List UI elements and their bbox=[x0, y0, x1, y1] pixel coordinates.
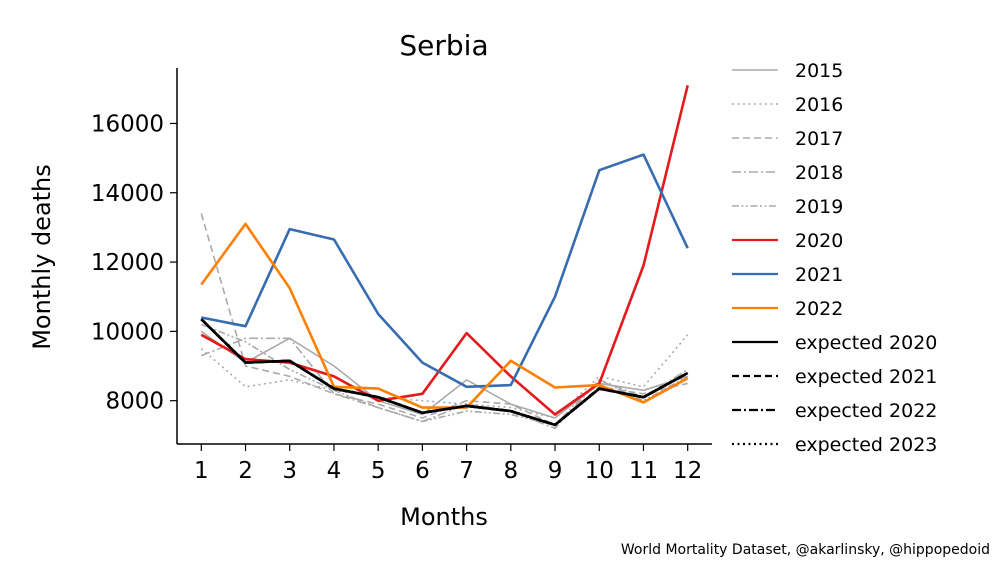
legend-label: expected 2022 bbox=[795, 400, 937, 422]
legend-label: 2021 bbox=[795, 264, 843, 286]
series-line-2021 bbox=[201, 153, 689, 389]
x-tick-label: 5 bbox=[371, 458, 386, 484]
y-tick-label: 16000 bbox=[91, 111, 164, 137]
series-line-2016 bbox=[200, 334, 689, 419]
series-line-expected-2022 bbox=[200, 318, 689, 427]
x-tick-label: 10 bbox=[585, 458, 614, 484]
x-tick-label: 4 bbox=[327, 458, 342, 484]
y-tick-label: 12000 bbox=[91, 250, 164, 276]
series-line-2020 bbox=[200, 84, 689, 416]
legend-label: 2016 bbox=[795, 94, 843, 116]
legend-label: expected 2021 bbox=[795, 366, 937, 388]
x-tick-label: 2 bbox=[238, 458, 253, 484]
legend-label: 2019 bbox=[795, 196, 843, 218]
x-tick-label: 8 bbox=[504, 458, 519, 484]
legend: 2015 2016 2017 2018 2019 2020 2021 2022 expected… bbox=[732, 60, 937, 456]
series-line-2019 bbox=[201, 323, 689, 426]
y-tick-label: 8000 bbox=[105, 389, 164, 415]
y-axis-label: Monthly deaths bbox=[28, 164, 56, 350]
legend-label: 2017 bbox=[795, 128, 843, 150]
series-lines bbox=[200, 84, 689, 430]
series-line-2017 bbox=[200, 213, 688, 426]
x-tick-label: 1 bbox=[194, 458, 209, 484]
x-tick-label: 11 bbox=[629, 458, 658, 484]
x-tick-label: 12 bbox=[673, 458, 702, 484]
x-tick-label: 7 bbox=[459, 458, 474, 484]
legend-label: expected 2023 bbox=[795, 434, 937, 456]
x-tick-label: 3 bbox=[282, 458, 297, 484]
x-tick-label: 6 bbox=[415, 458, 430, 484]
source-credit: World Mortality Dataset, @akarlinsky, @h… bbox=[620, 542, 990, 558]
series-line-2015 bbox=[200, 330, 688, 419]
x-axis-label: Months bbox=[400, 503, 488, 531]
legend-label: 2022 bbox=[795, 298, 843, 320]
legend-label: 2018 bbox=[795, 162, 843, 184]
legend-label: expected 2020 bbox=[795, 332, 937, 354]
y-tick-label: 10000 bbox=[91, 319, 164, 345]
chart-title: Serbia bbox=[399, 29, 488, 62]
series-line-2022 bbox=[200, 222, 689, 409]
x-tick-label: 9 bbox=[548, 458, 563, 484]
legend-label: 2020 bbox=[795, 230, 843, 252]
legend-label: 2015 bbox=[795, 60, 843, 82]
series-line-2018 bbox=[201, 337, 689, 430]
y-tick-label: 14000 bbox=[91, 181, 164, 207]
